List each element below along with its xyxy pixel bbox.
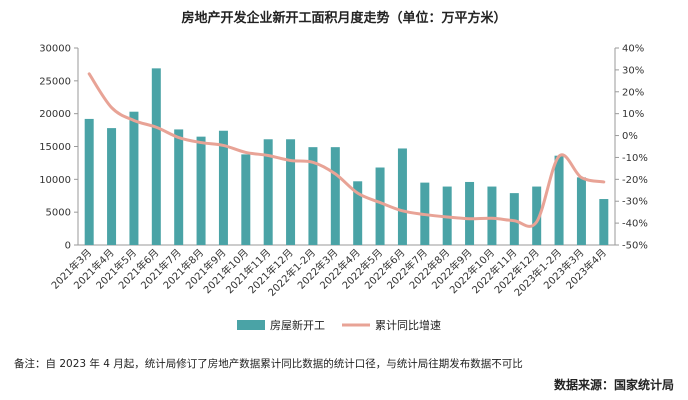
y-right-tick-label: 10% xyxy=(622,109,644,120)
y-right-tick-label: -50% xyxy=(622,241,648,252)
y-right-tick-label: -40% xyxy=(622,219,648,230)
bar-new-construction xyxy=(196,136,206,245)
y-left-tick-label: 5000 xyxy=(46,208,71,219)
y-right-tick-label: -10% xyxy=(622,153,648,164)
line-cumulative-yoy xyxy=(87,72,606,228)
bar-new-construction xyxy=(263,139,273,245)
y-left-tick-label: 0 xyxy=(65,241,71,252)
bar-new-construction xyxy=(84,118,94,245)
y-right-tick-label: 30% xyxy=(622,65,644,76)
bar-new-construction xyxy=(375,167,385,245)
footnote: 备注：自 2023 年 4 月起，统计局修订了房地产数据累计同比数据的统计口径，… xyxy=(14,358,523,370)
bar-new-construction xyxy=(554,155,564,245)
bar-new-construction xyxy=(151,68,161,246)
y-left-tick-label: 15000 xyxy=(39,142,71,153)
bar-new-construction xyxy=(129,111,139,246)
bar-new-construction xyxy=(487,186,497,245)
y-right-tick-label: 0% xyxy=(622,131,638,142)
legend-swatch-bar xyxy=(237,320,265,330)
bar-new-construction xyxy=(509,193,519,245)
y-left-tick-label: 25000 xyxy=(39,76,71,87)
bar-new-construction xyxy=(532,186,542,245)
chart-title: 房地产开发企业新开工面积月度走势（单位：万平方米） xyxy=(181,10,506,26)
bar-new-construction xyxy=(576,177,586,245)
bar-new-construction xyxy=(174,129,184,245)
bar-new-construction xyxy=(218,130,228,245)
bar-new-construction xyxy=(107,128,117,245)
y-left-tick-label: 30000 xyxy=(39,44,71,55)
bar-new-construction xyxy=(308,147,318,245)
legend-label-bar: 房屋新开工 xyxy=(270,318,325,332)
y-right-tick-label: 20% xyxy=(622,87,644,98)
bar-new-construction xyxy=(465,181,475,245)
bar-new-construction xyxy=(330,147,340,245)
bar-new-construction xyxy=(286,139,296,245)
y-left-tick-label: 20000 xyxy=(39,109,71,120)
y-left-tick-label: 10000 xyxy=(39,175,71,186)
bar-new-construction xyxy=(397,148,407,245)
bar-new-construction xyxy=(241,154,251,245)
y-right-tick-label: -20% xyxy=(622,175,648,186)
y-right-tick-label: -30% xyxy=(622,197,648,208)
bar-new-construction xyxy=(599,199,609,245)
y-right-tick-label: 40% xyxy=(622,44,644,55)
data-source: 数据来源：国家统计局 xyxy=(553,378,674,392)
legend-label-line: 累计同比增速 xyxy=(375,318,441,332)
bar-new-construction xyxy=(353,181,363,245)
